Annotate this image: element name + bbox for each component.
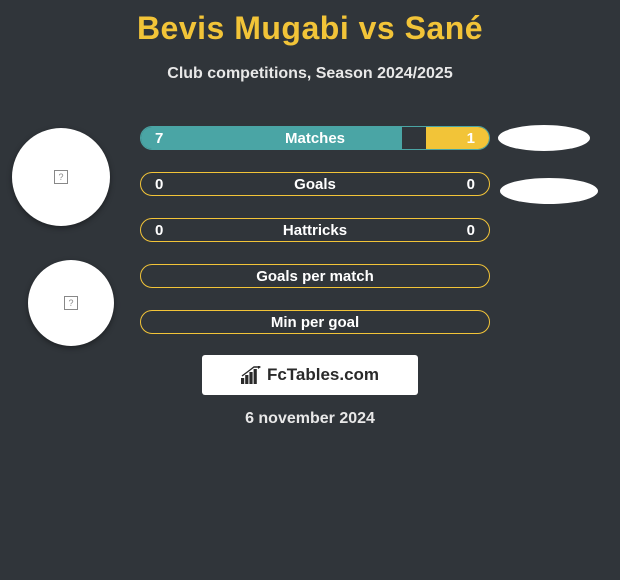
chart-icon — [241, 366, 261, 384]
image-placeholder-icon: ? — [54, 170, 68, 184]
logo-badge: FcTables.com — [202, 355, 418, 395]
stat-label: Matches — [141, 130, 489, 147]
stat-value-right: 1 — [467, 130, 475, 147]
stats-container: 7Matches10Goals00Hattricks0Goals per mat… — [140, 126, 490, 356]
stat-row: 0Goals0 — [140, 172, 490, 196]
stat-value-right: 0 — [467, 222, 475, 239]
player2-club-avatar — [500, 178, 598, 204]
player2-avatar — [498, 125, 590, 151]
image-placeholder-icon: ? — [64, 296, 78, 310]
stat-row: 0Hattricks0 — [140, 218, 490, 242]
player1-avatar: ? — [12, 128, 110, 226]
stat-row: 7Matches1 — [140, 126, 490, 150]
logo-text: FcTables.com — [267, 365, 379, 385]
stat-row: Min per goal — [140, 310, 490, 334]
date-label: 6 november 2024 — [0, 410, 620, 428]
stat-label: Hattricks — [141, 222, 489, 239]
stat-label: Goals — [141, 176, 489, 193]
subtitle: Club competitions, Season 2024/2025 — [0, 65, 620, 83]
stat-label: Min per goal — [141, 314, 489, 331]
stat-row: Goals per match — [140, 264, 490, 288]
stat-label: Goals per match — [141, 268, 489, 285]
player1-club-avatar: ? — [28, 260, 114, 346]
page-title: Bevis Mugabi vs Sané — [0, 0, 620, 47]
stat-value-right: 0 — [467, 176, 475, 193]
